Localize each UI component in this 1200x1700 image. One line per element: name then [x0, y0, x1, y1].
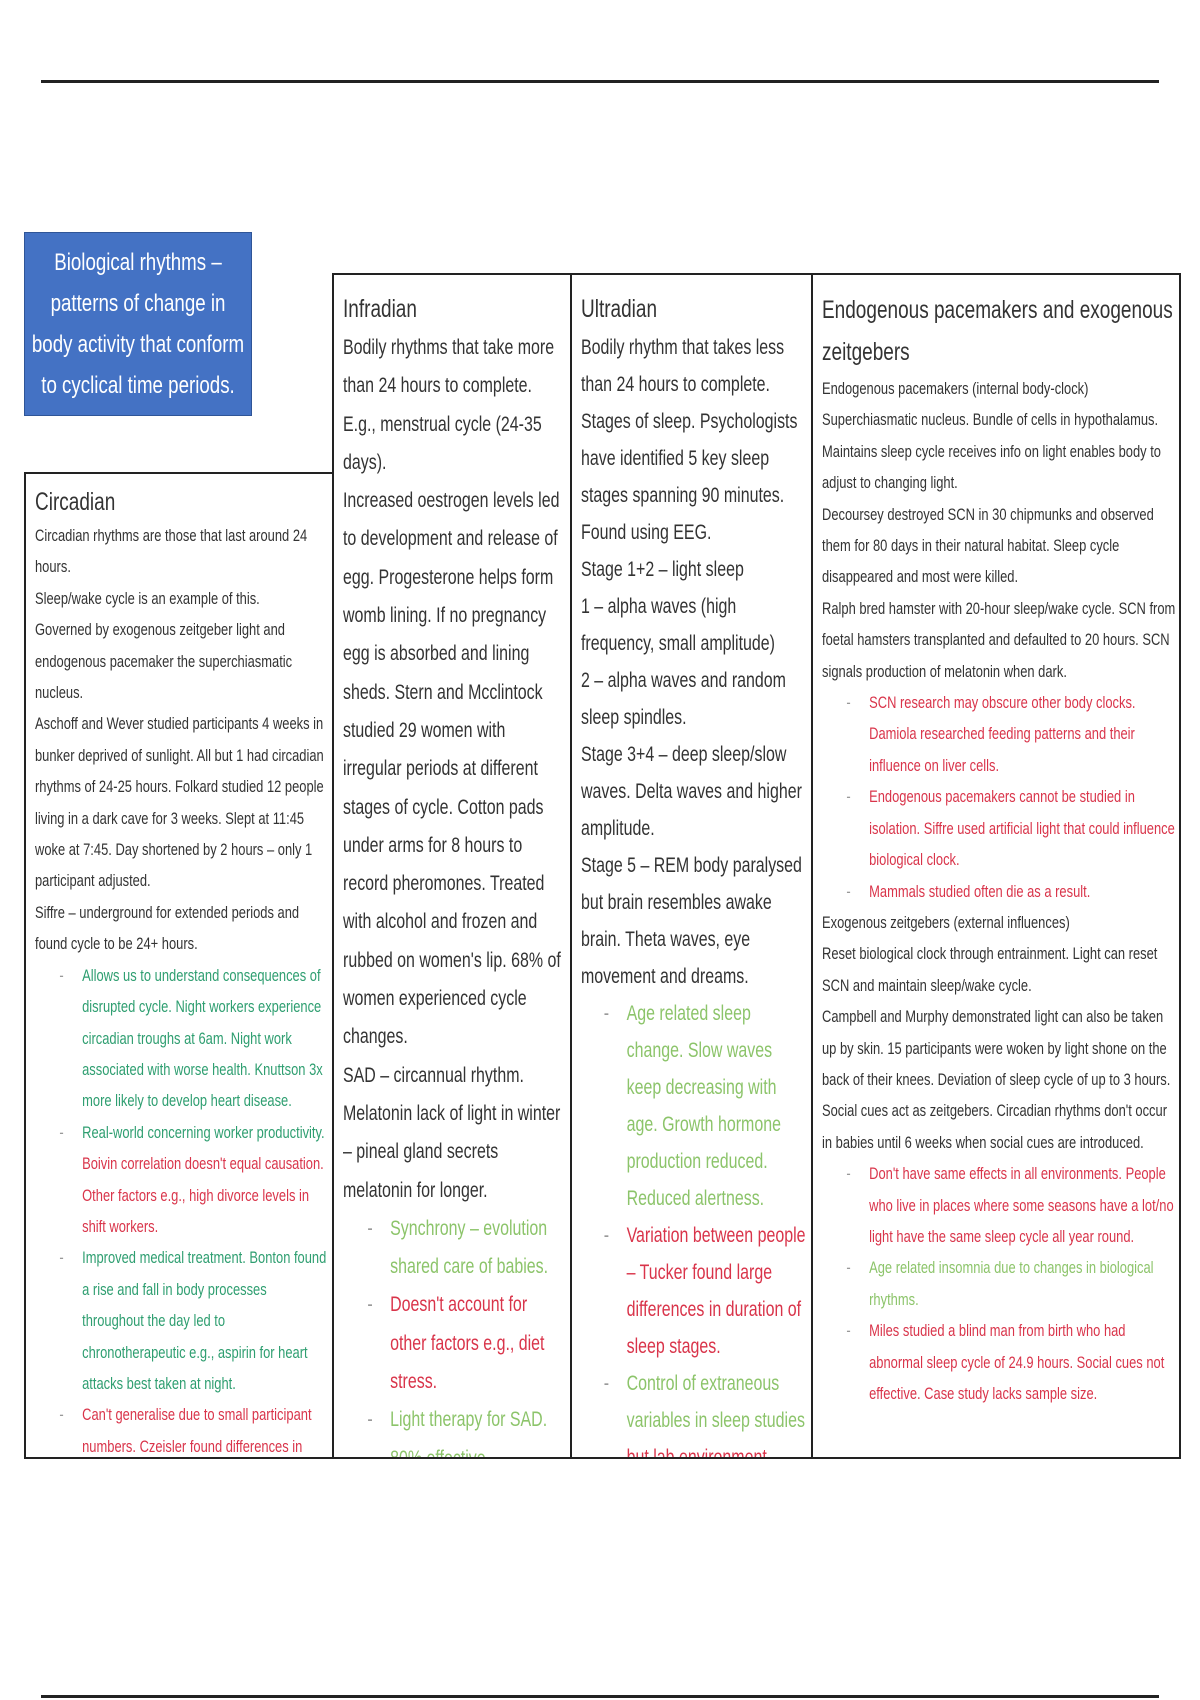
ultradian-cell: Ultradian Bodily rhythm that takes less … [570, 273, 813, 1459]
list-item: Variation between people – Tucker found … [581, 1217, 809, 1365]
paragraph: Ralph bred hamster with 20-hour sleep/wa… [822, 598, 1176, 681]
endogenous-cell: Endogenous pacemakers and exogenous zeit… [811, 273, 1181, 1459]
title-text: Biological rhythms – patterns of change … [31, 249, 245, 399]
strength-text: Allows us to understand consequences of … [82, 965, 323, 1111]
paragraph: Social cues act as zeitgebers. Circadian… [822, 1101, 1168, 1152]
list-item: Age related insomnia due to changes in b… [822, 1252, 1175, 1315]
infradian-heading: Infradian [343, 295, 417, 323]
strength-text: Control of extraneous variables in sleep… [626, 1372, 805, 1432]
paragraph: Decoursey destroyed SCN in 30 chipmunks … [822, 504, 1154, 587]
paragraph: Sleep/wake cycle is an example of this. [35, 588, 260, 608]
weakness-text: Boivin correlation doesn't equal causati… [82, 1154, 324, 1236]
paragraph: Stages of sleep. Psychologists have iden… [581, 410, 798, 544]
weakness-text: Variation between people – Tucker found … [626, 1224, 806, 1358]
title-box: Biological rhythms – patterns of change … [24, 232, 252, 416]
paragraph: Stage 1+2 – light sleep [581, 558, 744, 581]
paragraph: Increased oestrogen levels led to develo… [343, 489, 561, 1049]
ultradian-heading: Ultradian [581, 295, 658, 323]
list-item: Light therapy for SAD. 80% effective. [343, 1401, 567, 1457]
paragraph: Campbell and Murphy demonstrated light c… [822, 1007, 1171, 1089]
paragraph: Reset biological clock through entrainme… [822, 944, 1158, 995]
paragraph: SAD – circannual rhythm. [343, 1063, 524, 1087]
circadian-cell: Circadian Circadian rhythms are those th… [24, 472, 334, 1459]
list-item: Miles studied a blind man from birth who… [822, 1315, 1175, 1409]
evaluation-list: Age related sleep change. Slow waves kee… [581, 995, 809, 1459]
paragraph: 2 – alpha waves and random sleep spindle… [581, 669, 786, 729]
bottom-rule [41, 1695, 1159, 1698]
paragraph: Endogenous pacemakers (internal body-clo… [822, 379, 1089, 398]
evaluation-list: Don't have same effects in all environme… [822, 1158, 1175, 1409]
weakness-text: Can't generalise due to small participan… [82, 1405, 312, 1456]
paragraph: Circadian rhythms are those that last ar… [35, 526, 308, 577]
list-item: Doesn't account for other factors e.g., … [343, 1286, 567, 1401]
list-item: Mammals studied often die as a result. [822, 876, 1175, 908]
circadian-heading: Circadian [35, 488, 116, 516]
strength-text: Improved medical treatment. Bonton found… [82, 1248, 327, 1393]
paragraph: Stage 3+4 – deep sleep/slow waves. Delta… [581, 743, 802, 840]
paragraph: 1 – alpha waves (high frequency, small a… [581, 595, 775, 655]
paragraph: Aschoff and Wever studied participants 4… [35, 714, 324, 891]
evaluation-list: Allows us to understand consequences of … [35, 960, 328, 1457]
list-item: Real-world concerning worker productivit… [35, 1117, 328, 1243]
paragraph: Maintains sleep cycle receives info on l… [822, 441, 1161, 493]
paragraph: Bodily rhythms that take more than 24 ho… [343, 336, 555, 474]
list-item: Don't have same effects in all environme… [822, 1158, 1175, 1252]
paragraph: Superchiasmatic nucleus. Bundle of cells… [822, 410, 1159, 430]
paragraph: Melatonin lack of light in winter – pine… [343, 1101, 561, 1202]
list-item: Endogenous pacemakers cannot be studied … [822, 781, 1175, 875]
list-item: Age related sleep change. Slow waves kee… [581, 995, 809, 1217]
paragraph: Bodily rhythm that takes less than 24 ho… [581, 336, 785, 396]
paragraph: Governed by exogenous zeitgeber light an… [35, 620, 293, 703]
endogenous-heading: Endogenous pacemakers and exogenous zeit… [822, 296, 1173, 366]
paragraph: Siffre – underground for extended period… [35, 902, 300, 954]
list-item: Can't generalise due to small participan… [35, 1399, 328, 1457]
infradian-cell: Infradian Bodily rhythms that take more … [332, 273, 572, 1459]
list-item: Control of extraneous variables in sleep… [581, 1365, 809, 1459]
top-rule [41, 80, 1159, 83]
list-item: Improved medical treatment. Bonton found… [35, 1242, 328, 1399]
list-item: Synchrony – evolution shared care of bab… [343, 1210, 567, 1287]
list-item: Allows us to understand consequences of … [35, 960, 328, 1117]
evaluation-list: Synchrony – evolution shared care of bab… [343, 1210, 567, 1457]
list-item: SCN research may obscure other body cloc… [822, 687, 1175, 781]
paragraph: Exogenous zeitgebers (external influence… [822, 912, 1070, 932]
weakness-text: but lab environment leads to unusual sle… [626, 1446, 767, 1459]
strength-text: Real-world concerning worker productivit… [82, 1122, 325, 1142]
paragraph: Stage 5 – REM body paralysed but brain r… [581, 854, 802, 988]
strength-text: Age related sleep change. Slow waves kee… [626, 1002, 781, 1210]
evaluation-list: SCN research may obscure other body cloc… [822, 687, 1175, 907]
